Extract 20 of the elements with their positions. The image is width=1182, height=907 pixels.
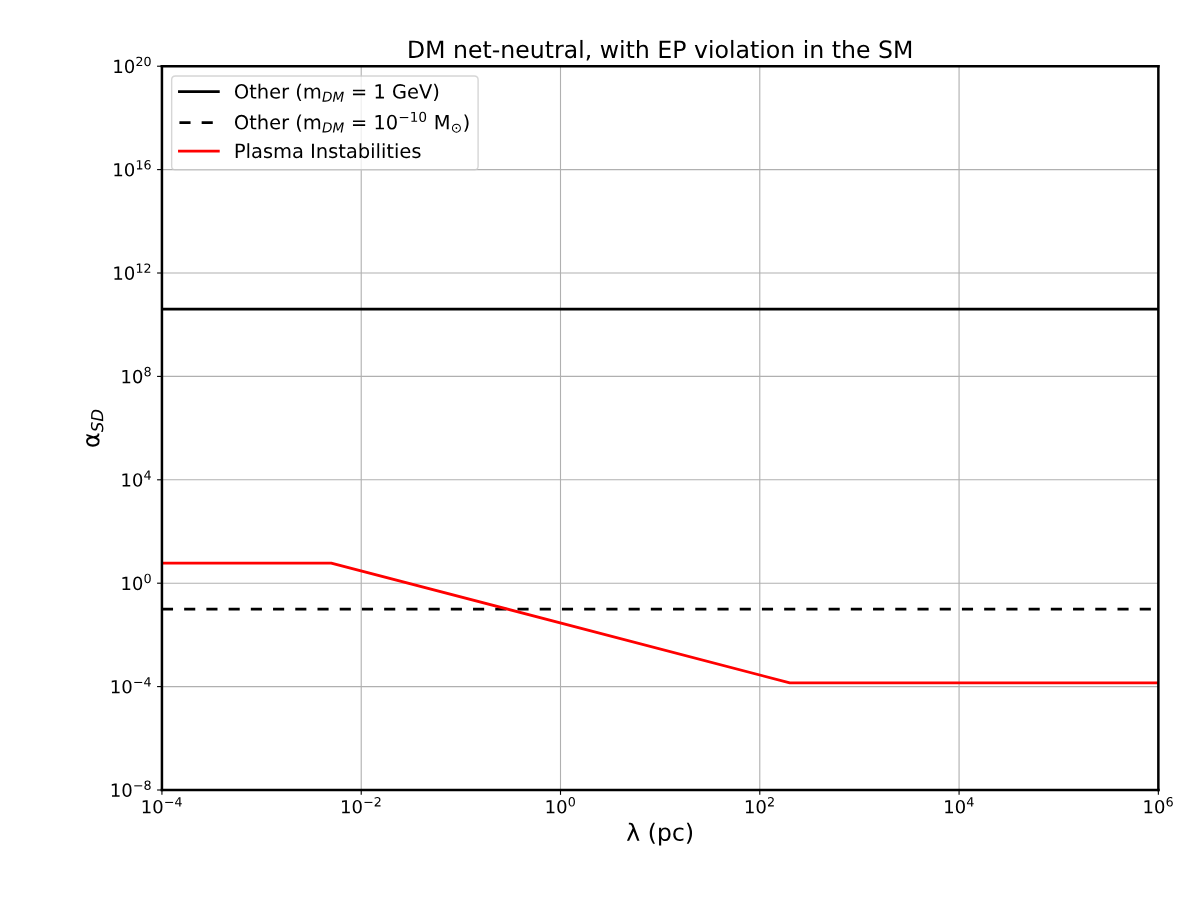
y-tick-label: 10$^{−8}$ [111,780,151,797]
y-axis-title: α$_{SD}$ [86,409,104,447]
y-tick-label: 10$^{16}$ [114,160,151,177]
legend-label: Other (m$_{DM}$ = 10$^{−10}$ M$_{⊙}$) [234,111,469,133]
y-tick-label: 10$^{20}$ [114,56,151,74]
x-tick-label: 10$^{6}$ [1144,797,1173,814]
y-tick-label: 10$^{−4}$ [111,677,151,694]
x-tick-label: 10$^{2}$ [745,797,774,814]
y-tick-label: 10$^{12}$ [114,263,151,280]
y-tick-label: 10$^{8}$ [122,366,151,384]
x-axis-title: λ (pc) [626,822,693,846]
legend-label: Other (m$_{DM}$ = 1 GeV) [234,83,439,102]
x-tick-label: 10$^{−2}$ [341,797,381,814]
y-tick-label: 10$^{4}$ [122,470,151,487]
x-tick-label: 10$^{−4}$ [142,797,182,814]
legend-label: Plasma Instabilities [235,143,421,159]
x-tick-label: 10$^{0}$ [546,797,575,814]
x-tick-label: 10$^{4}$ [945,797,974,814]
chart-title: DM net-neutral, with EP violation in the SM [409,39,912,61]
y-tick-label: 10$^{0}$ [122,573,151,591]
